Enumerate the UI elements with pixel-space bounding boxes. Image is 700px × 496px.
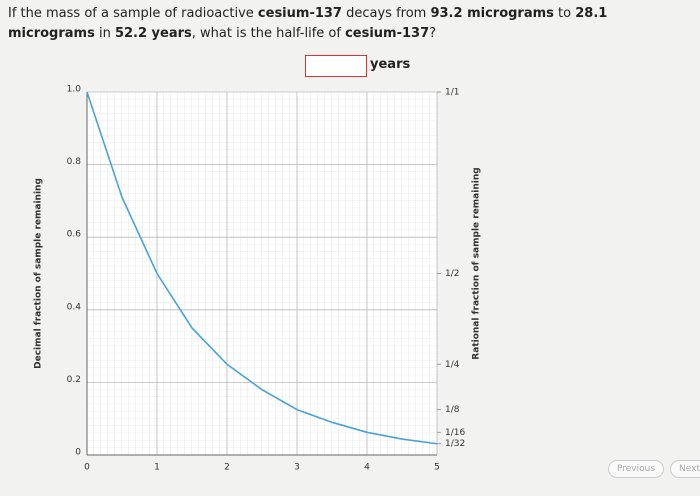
question-text: 52.2 years (114, 26, 192, 41)
question-text: to (553, 6, 576, 21)
x-tick-label: 5 (434, 463, 440, 473)
y-tick-label: 1.0 (67, 85, 82, 95)
x-tick-label: 3 (294, 463, 300, 473)
question-text: cesium-137 (257, 6, 342, 21)
question-text: ? (429, 26, 437, 41)
y-tick-label: 0.8 (67, 157, 82, 167)
previous-button[interactable]: Previous (608, 460, 665, 478)
question-text: If the mass of a sample of radioactive (8, 6, 258, 21)
question-text: , what is the half-life of (191, 26, 346, 41)
question-text: in (94, 26, 115, 41)
x-tick-label: 4 (364, 463, 370, 473)
answer-unit: years (370, 57, 411, 72)
y2-tick-label: 1/1 (445, 88, 459, 98)
y2-tick-label: 1/2 (445, 269, 459, 279)
y2-axis-label: Rational fraction of sample remaining (472, 167, 482, 359)
x-tick-label: 1 (154, 463, 160, 473)
y2-tick-label: 1/32 (445, 439, 465, 449)
question-text: 93.2 micrograms (430, 6, 554, 21)
next-button[interactable]: Next (670, 460, 700, 478)
y-tick-label: 0.6 (67, 230, 82, 240)
question-text: decays from (341, 6, 431, 21)
question: If the mass of a sample of radioactive c… (8, 4, 698, 44)
y-tick-label: 0.4 (67, 302, 82, 312)
x-tick-label: 2 (224, 463, 230, 473)
y2-tick-label: 1/4 (445, 360, 460, 370)
y2-tick-label: 1/16 (445, 428, 465, 438)
question-text: cesium-137 (345, 26, 430, 41)
y2-tick-label: 1/8 (445, 405, 460, 415)
answer-input[interactable] (305, 55, 367, 77)
y-tick-label: 0.2 (67, 375, 81, 385)
data-line (86, 91, 438, 445)
y-tick-label: 0 (75, 448, 81, 458)
y-axis-label: Decimal fraction of sample remaining (34, 178, 44, 369)
minor-grid (87, 92, 437, 455)
question-text: 28.1 micrograms (8, 6, 608, 41)
x-tick-label: 0 (84, 463, 90, 473)
